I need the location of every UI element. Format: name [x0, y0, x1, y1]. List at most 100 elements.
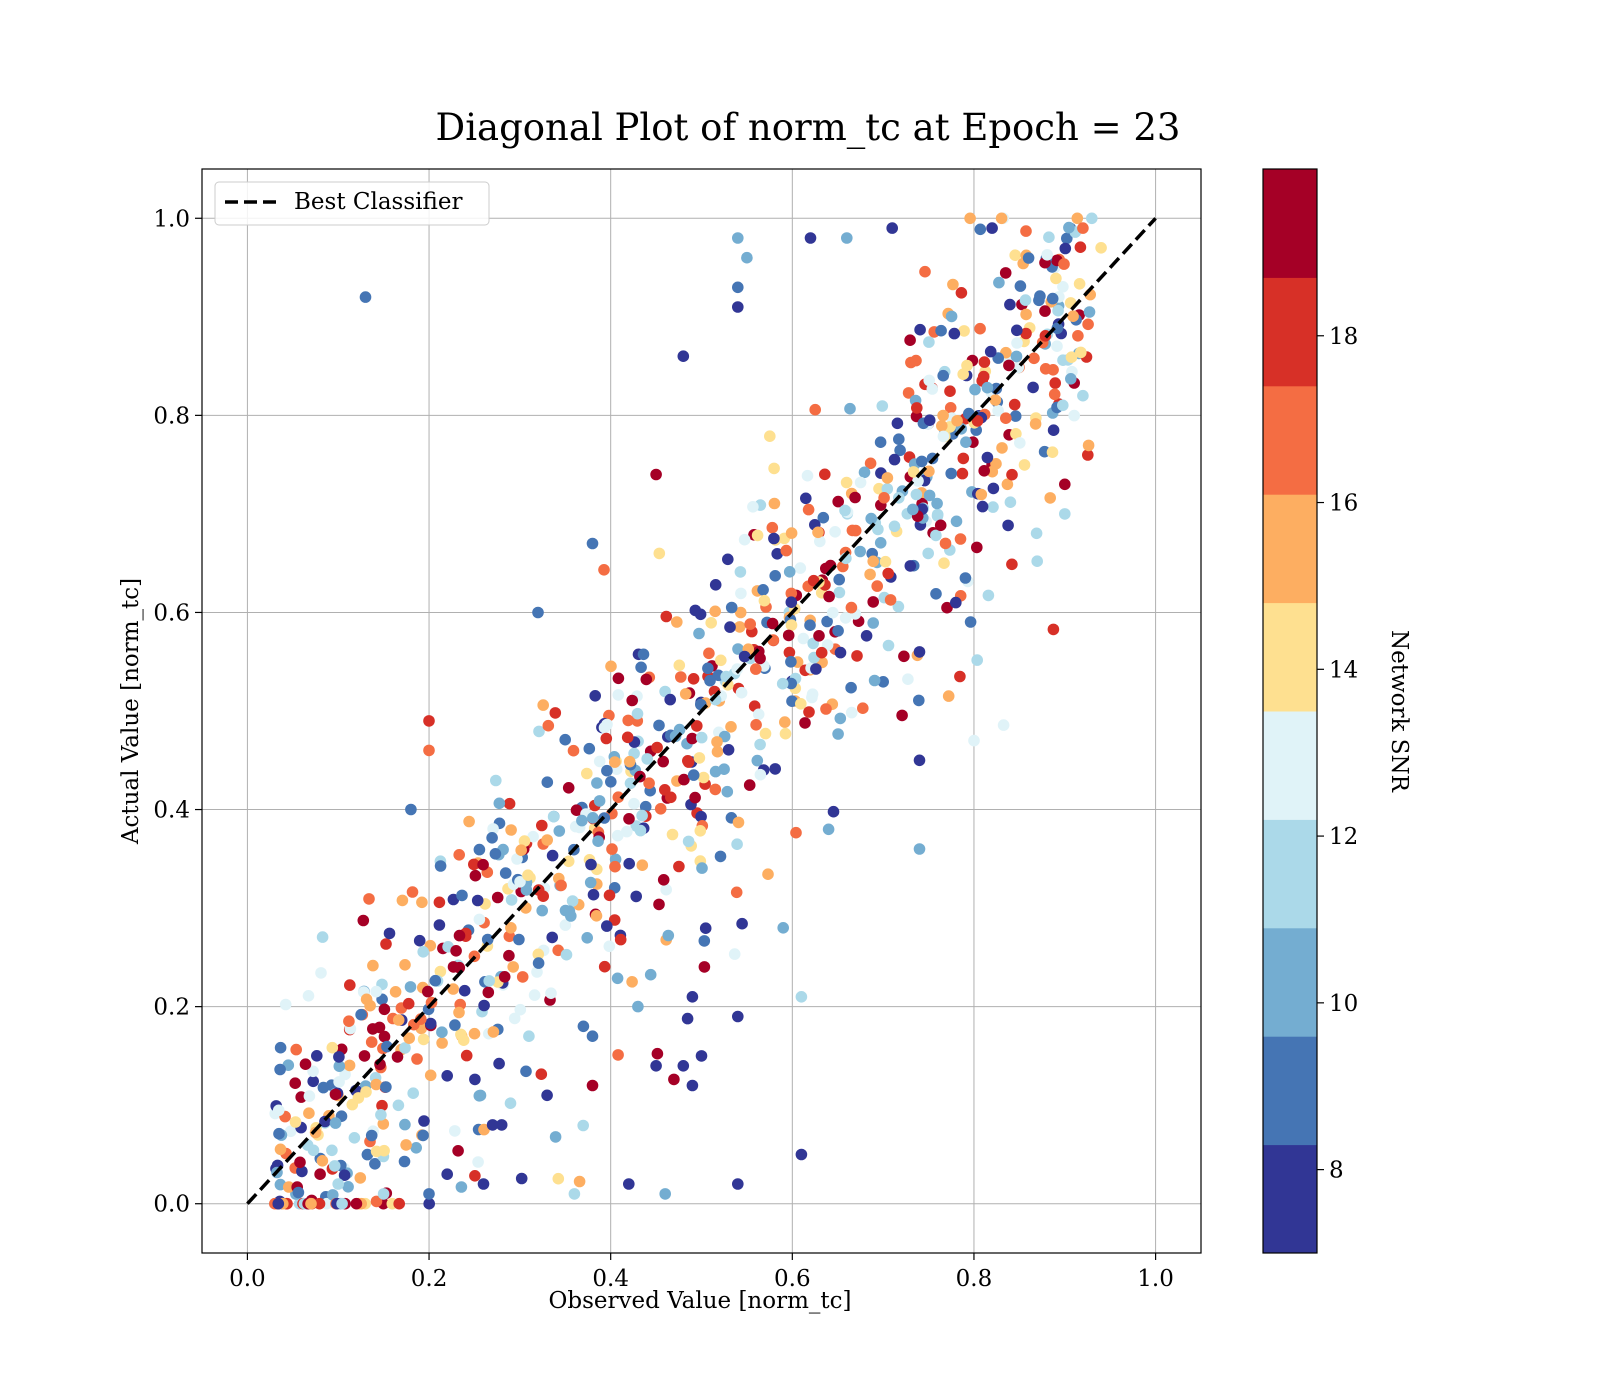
scatter-point	[1051, 340, 1063, 353]
scatter-point	[794, 562, 807, 574]
colorbar-band	[1263, 385, 1317, 495]
scatter-point	[731, 663, 743, 675]
colorbar-band	[1263, 1144, 1317, 1254]
scatter-point	[653, 719, 665, 732]
scatter-point	[549, 1131, 562, 1143]
scatter-point	[303, 1107, 315, 1119]
scatter-point	[766, 521, 779, 534]
scatter-point	[514, 876, 526, 888]
scatter-point	[810, 663, 822, 675]
colorbar-band	[1263, 277, 1317, 387]
scatter-point	[728, 948, 741, 960]
scatter-point	[832, 728, 844, 740]
scatter-point	[468, 858, 480, 871]
scatter-point	[486, 832, 498, 844]
scatter-point	[1006, 558, 1018, 571]
scatter-point	[981, 381, 994, 394]
scatter-point	[1057, 399, 1069, 412]
scatter-point	[392, 1099, 405, 1112]
scatter-point	[505, 824, 517, 836]
scatter-point	[722, 744, 735, 756]
scatter-point	[632, 1000, 644, 1013]
scatter-point	[329, 1117, 342, 1129]
scatter-point	[603, 940, 616, 953]
scatter-point	[923, 489, 936, 502]
scatter-point	[418, 1115, 430, 1127]
scatter-point	[1074, 241, 1087, 253]
scatter-point	[1077, 222, 1089, 234]
scatter-point	[417, 946, 430, 958]
scatter-point	[1014, 437, 1026, 449]
scatter-point	[1082, 318, 1094, 331]
scatter-point	[896, 709, 908, 722]
scatter-point	[957, 368, 969, 381]
scatter-point	[785, 587, 798, 600]
scatter-point	[611, 829, 624, 842]
scatter-point	[273, 1127, 285, 1140]
scatter-point	[457, 1034, 470, 1046]
colorbar-band	[1263, 602, 1317, 712]
scatter-point	[609, 756, 621, 768]
scatter-point	[1057, 281, 1069, 293]
scatter-point	[495, 1119, 508, 1131]
scatter-point	[732, 232, 744, 244]
scatter-point	[296, 1165, 308, 1178]
scatter-point	[406, 886, 419, 898]
scatter-point	[568, 1188, 581, 1200]
scatter-point	[573, 1175, 586, 1188]
scatter-point	[505, 894, 518, 906]
scatter-point	[654, 803, 667, 815]
scatter-point	[715, 654, 727, 667]
scatter-point	[907, 466, 920, 478]
scatter-point	[284, 1125, 297, 1138]
scatter-point	[849, 491, 861, 504]
scatter-point	[294, 1156, 306, 1169]
scatter-point	[1018, 459, 1031, 471]
scatter-point	[315, 967, 327, 979]
scatter-point	[1075, 346, 1087, 359]
scatter-point	[679, 688, 692, 700]
scatter-point	[303, 1090, 316, 1102]
scatter-point	[541, 834, 553, 846]
colorbar-band	[1263, 927, 1317, 1037]
scatter-point	[472, 1156, 484, 1168]
scatter-point	[1050, 272, 1062, 285]
scatter-point	[766, 617, 779, 630]
scatter-point	[376, 1099, 388, 1112]
scatter-point	[598, 721, 611, 734]
scatter-point	[750, 719, 762, 731]
scatter-point	[473, 913, 486, 926]
scatter-point	[487, 823, 499, 835]
scatter-point	[608, 914, 621, 926]
scatter-point	[477, 1178, 490, 1190]
scatter-point	[473, 843, 486, 856]
scatter-point	[380, 1081, 392, 1093]
scatter-point	[653, 898, 665, 911]
scatter-point	[577, 1119, 589, 1132]
scatter-point	[1022, 252, 1035, 264]
scatter-point	[423, 744, 435, 757]
scatter-point	[1041, 249, 1053, 261]
scatter-point	[867, 617, 879, 629]
scatter-point	[725, 721, 737, 733]
scatter-point	[995, 212, 1008, 225]
scatter-point	[631, 707, 644, 720]
scatter-point	[468, 1027, 481, 1040]
scatter-point	[499, 867, 512, 879]
colorbar-tick-label: 16	[1329, 491, 1358, 517]
colorbar-label: Network SNR	[1386, 630, 1412, 793]
scatter-point	[686, 991, 699, 1003]
scatter-point	[671, 616, 683, 628]
scatter-point	[993, 276, 1005, 289]
scatter-point	[721, 785, 734, 798]
scatter-point	[402, 997, 415, 1010]
scatter-point	[733, 621, 746, 633]
scatter-point	[913, 694, 925, 707]
scatter-point	[463, 815, 475, 828]
scatter-point	[1011, 324, 1023, 337]
scatter-point	[777, 922, 789, 934]
scatter-point	[958, 325, 970, 337]
scatter-point	[945, 467, 957, 480]
scatter-point	[1028, 352, 1040, 365]
